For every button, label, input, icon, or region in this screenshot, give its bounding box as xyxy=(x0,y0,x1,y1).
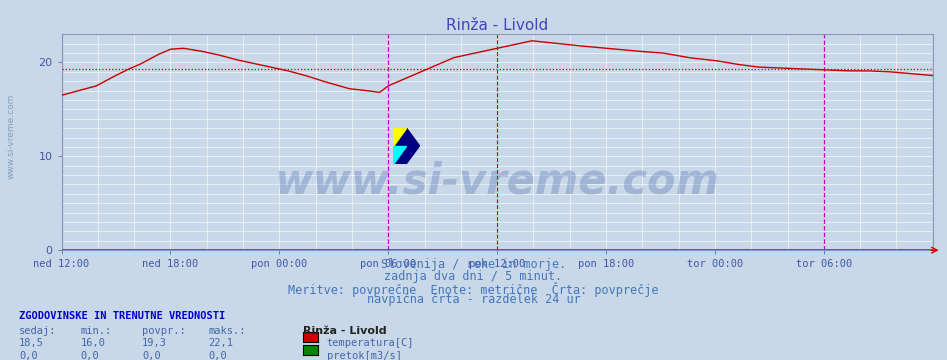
Text: sedaj:: sedaj: xyxy=(19,326,57,336)
Text: zadnja dva dni / 5 minut.: zadnja dva dni / 5 minut. xyxy=(384,270,563,283)
Text: min.:: min.: xyxy=(80,326,112,336)
Text: 0,0: 0,0 xyxy=(80,351,99,360)
Text: 19,3: 19,3 xyxy=(142,338,167,348)
Text: temperatura[C]: temperatura[C] xyxy=(327,338,414,348)
Polygon shape xyxy=(393,146,406,164)
Text: www.si-vreme.com: www.si-vreme.com xyxy=(7,94,16,180)
Text: ZGODOVINSKE IN TRENUTNE VREDNOSTI: ZGODOVINSKE IN TRENUTNE VREDNOSTI xyxy=(19,311,225,321)
Text: 0,0: 0,0 xyxy=(19,351,38,360)
Text: Rinža - Livold: Rinža - Livold xyxy=(303,326,386,336)
Text: povpr.:: povpr.: xyxy=(142,326,186,336)
Text: Slovenija / reke in morje.: Slovenija / reke in morje. xyxy=(381,258,566,271)
Polygon shape xyxy=(393,128,406,146)
Text: maks.:: maks.: xyxy=(208,326,246,336)
Text: 18,5: 18,5 xyxy=(19,338,44,348)
Text: pretok[m3/s]: pretok[m3/s] xyxy=(327,351,402,360)
Text: 0,0: 0,0 xyxy=(208,351,227,360)
Text: www.si-vreme.com: www.si-vreme.com xyxy=(275,160,720,202)
Text: Meritve: povprečne  Enote: metrične  Črta: povprečje: Meritve: povprečne Enote: metrične Črta:… xyxy=(288,282,659,297)
Text: 22,1: 22,1 xyxy=(208,338,233,348)
Text: navpična črta - razdelek 24 ur: navpična črta - razdelek 24 ur xyxy=(366,293,581,306)
Text: 0,0: 0,0 xyxy=(142,351,161,360)
Polygon shape xyxy=(393,128,420,164)
Title: Rinža - Livold: Rinža - Livold xyxy=(446,18,548,33)
Text: 16,0: 16,0 xyxy=(80,338,105,348)
